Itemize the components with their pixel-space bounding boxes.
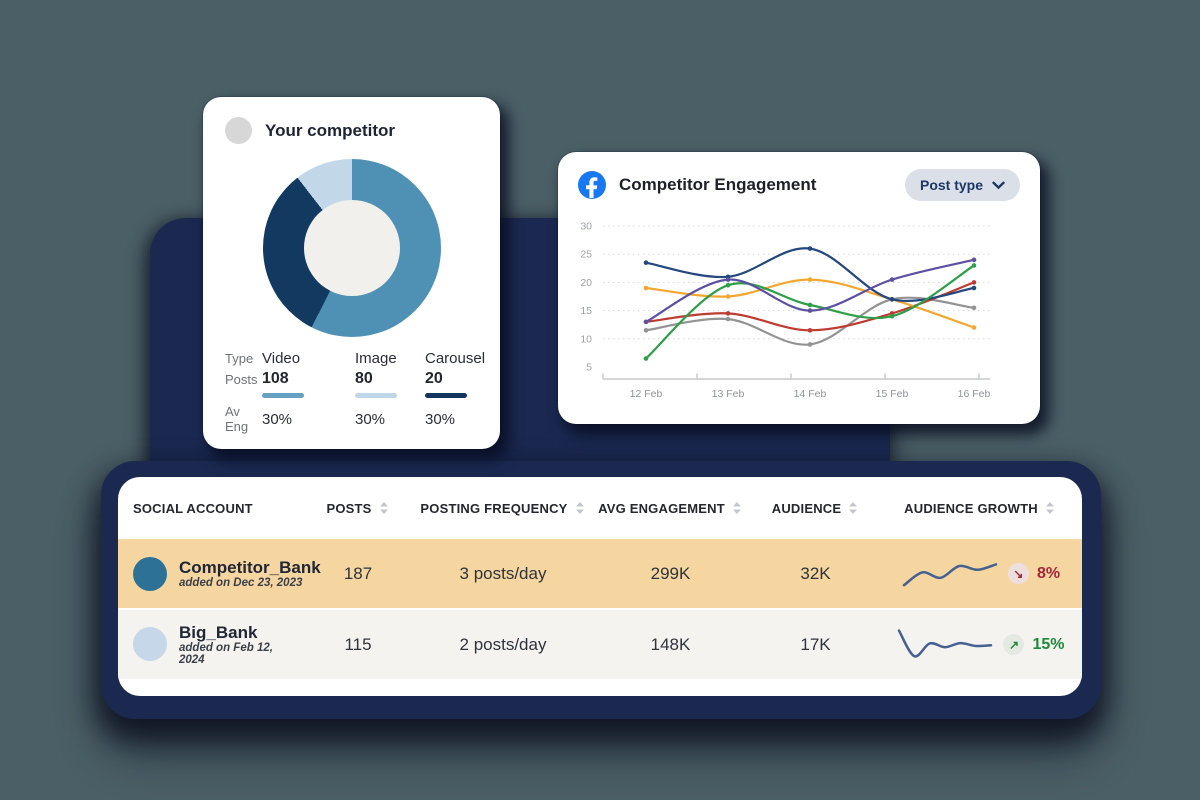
header-posts[interactable]: POSTS	[298, 501, 418, 516]
audience-growth-sparkline	[902, 562, 998, 586]
engagement-card-title: Competitor Engagement	[619, 175, 817, 194]
legend-bar-video	[262, 393, 304, 398]
header-social-account: SOCIAL ACCOUNT	[133, 500, 253, 516]
account-name: Competitor_Bank	[179, 557, 321, 577]
svg-text:16 Feb: 16 Feb	[958, 388, 991, 400]
competitor-avatar	[225, 117, 252, 144]
posts-value: 187	[343, 563, 373, 583]
legend-eng: 30%	[355, 410, 386, 428]
svg-text:14 Feb: 14 Feb	[794, 388, 827, 400]
sort-icon	[1044, 501, 1056, 515]
legend-posts: 108	[262, 370, 289, 387]
header-audience-growth[interactable]: AUDIENCE GROWTH	[878, 501, 1082, 516]
table-row[interactable]: Competitor_Bank added on Dec 23, 2023 18…	[118, 539, 1082, 608]
audience-growth-sparkline	[898, 628, 993, 658]
audience-value: 32K	[800, 563, 831, 583]
engagement-value: 148K	[650, 634, 691, 654]
legend-eng: 30%	[262, 410, 293, 428]
sort-icon	[731, 501, 743, 515]
legend-bar-image	[355, 393, 397, 398]
engagement-value: 299K	[650, 563, 691, 583]
table-row[interactable]: Big_Bank added on Feb 12, 2024 115 2 pos…	[118, 610, 1082, 679]
growth-percentage: 15%	[1032, 635, 1065, 653]
legend-posts: 20	[425, 370, 443, 387]
account-name: Big_Bank	[179, 622, 258, 642]
legend-type: Image	[355, 350, 397, 367]
posts-value: 115	[344, 634, 372, 654]
svg-text:25: 25	[580, 249, 592, 261]
engagement-card: Competitor Engagement Post type 30 25 20 15…	[558, 152, 1040, 424]
legend-row-label: Av Eng	[225, 404, 249, 434]
growth-arrow-icon: ↘	[1007, 563, 1029, 584]
header-audience[interactable]: AUDIENCE	[753, 501, 878, 516]
svg-text:12 Feb: 12 Feb	[630, 388, 663, 400]
sort-icon	[847, 501, 859, 515]
growth-percentage: 8%	[1036, 564, 1061, 582]
legend-posts: 80	[355, 370, 373, 387]
sort-icon	[574, 501, 586, 515]
svg-text:5: 5	[586, 362, 592, 374]
donut-legend: Type Video Image Carousel Posts 108 80 2…	[225, 350, 485, 434]
growth-arrow-icon: ↗	[1003, 634, 1025, 655]
competitor-card-title: Your competitor	[265, 120, 396, 140]
header-avg-engagement[interactable]: AVG ENGAGEMENT	[588, 501, 753, 516]
frequency-value: 3 posts/day	[459, 563, 547, 583]
svg-text:30: 30	[580, 221, 592, 233]
legend-row-label: Type	[225, 351, 254, 366]
frequency-value: 2 posts/day	[459, 634, 547, 654]
header-posting-frequency[interactable]: POSTING FREQUENCY	[418, 501, 588, 516]
accounts-table: SOCIAL ACCOUNT POSTS POSTING FREQUENCY A…	[118, 477, 1082, 696]
account-added-date: added on Feb 12, 2024	[179, 642, 273, 667]
svg-text:20: 20	[580, 277, 592, 289]
sort-icon	[378, 501, 390, 515]
donut-chart	[262, 159, 441, 337]
post-type-label: Post type	[919, 177, 983, 193]
legend-row-label: Posts	[225, 371, 258, 387]
account-avatar	[133, 556, 167, 591]
table-header-row: SOCIAL ACCOUNT POSTS POSTING FREQUENCY A…	[118, 477, 1082, 539]
legend-type: Carousel	[425, 350, 486, 367]
account-avatar	[133, 627, 167, 662]
svg-text:15: 15	[580, 305, 592, 317]
svg-text:10: 10	[580, 333, 592, 345]
legend-eng: 30%	[425, 410, 456, 428]
facebook-icon	[578, 171, 606, 199]
post-type-dropdown[interactable]: Post type	[904, 169, 1020, 201]
legend-type: Video	[262, 350, 301, 367]
legend-bar-carousel	[425, 393, 467, 398]
svg-text:13 Feb: 13 Feb	[712, 388, 745, 400]
audience-value: 17K	[800, 634, 831, 654]
competitor-card: Your competitor Type Video Image Carouse…	[203, 97, 500, 449]
engagement-line-chart: 30 25 20 15 10 5 12 Feb 13 Feb 14 Feb 15 Feb 16 Fe…	[580, 221, 991, 401]
account-added-date: added on Dec 23, 2023	[179, 577, 303, 590]
chevron-down-icon	[992, 181, 1005, 190]
svg-text:15 Feb: 15 Feb	[876, 388, 909, 400]
